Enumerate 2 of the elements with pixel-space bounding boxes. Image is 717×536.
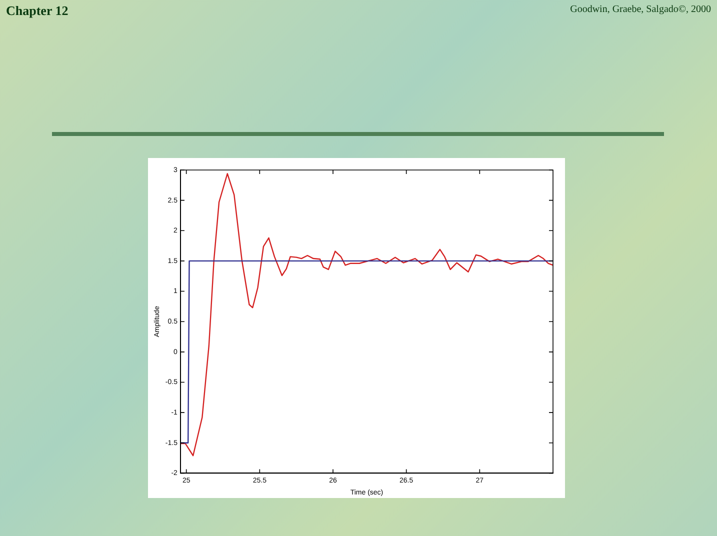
text: Chapter 12: [6, 3, 68, 19]
text: Goodwin, Graebe, Salgado©, 2000: [570, 4, 711, 15]
